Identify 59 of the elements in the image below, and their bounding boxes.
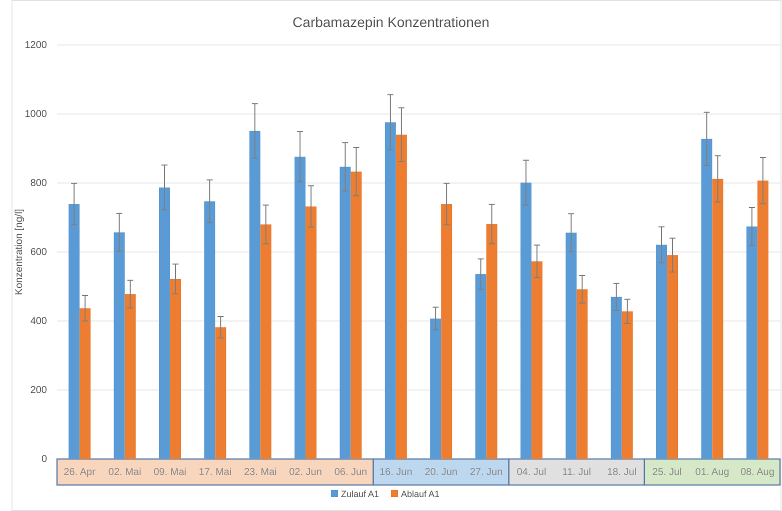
- bar: [520, 182, 532, 459]
- x-tick-label: 17. Mai: [198, 467, 232, 478]
- bar: [215, 327, 226, 459]
- bar: [610, 296, 622, 459]
- y-tick-label: 1200: [24, 40, 48, 52]
- x-tick-label: 02. Jun: [289, 467, 322, 478]
- x-tick-label: 18. Jul: [607, 467, 637, 478]
- y-tick-label: 0: [41, 454, 48, 466]
- x-tick-label: 02. Mai: [108, 467, 142, 478]
- y-tick-label: 800: [30, 178, 48, 190]
- legend-label: Ablauf A1: [401, 489, 440, 499]
- bar: [667, 255, 678, 459]
- y-tick-label: 600: [30, 247, 48, 258]
- bar: [384, 122, 396, 459]
- bar: [350, 172, 362, 459]
- x-tick-label: 27. Jun: [470, 467, 503, 478]
- bar: [114, 232, 125, 459]
- bar: [566, 232, 577, 459]
- bar: [441, 204, 452, 459]
- bar: [68, 204, 80, 459]
- x-tick-label: 08. Aug: [740, 467, 774, 478]
- x-tick-label: 20. Jun: [424, 467, 458, 478]
- bar: [656, 244, 668, 459]
- bar: [701, 138, 712, 459]
- bar: [712, 178, 724, 459]
- bar: [430, 318, 442, 459]
- bar: [249, 130, 260, 459]
- bar: [204, 201, 216, 459]
- x-tick-label: 04. Jul: [516, 467, 546, 478]
- bar: [294, 156, 306, 459]
- x-tick-label: 26. Apr: [64, 467, 96, 478]
- legend-label: Zulauf A1: [341, 489, 380, 499]
- bar: [486, 224, 498, 459]
- bar: [475, 274, 486, 459]
- bar: [124, 294, 136, 459]
- bar: [306, 206, 317, 459]
- y-tick-label: 1000: [24, 109, 48, 120]
- x-tick-label: 06. Jun: [334, 467, 368, 478]
- x-tick-label: 16. Jun: [380, 467, 412, 478]
- chart-title: Carbamazepin Konzentrationen: [292, 14, 490, 30]
- y-tick-label: 400: [30, 316, 48, 328]
- bar: [622, 311, 633, 459]
- y-axis-title: Konzentration [ng/l]: [14, 208, 25, 296]
- x-tick-label: 25. Jul: [652, 467, 682, 478]
- bar: [757, 180, 768, 459]
- bar: [531, 261, 542, 459]
- bar: [746, 226, 758, 459]
- y-tick-label: 200: [30, 385, 48, 396]
- bar: [260, 224, 272, 459]
- x-tick-label: 01. Aug: [695, 467, 730, 478]
- bar: [576, 289, 588, 459]
- x-tick-label: 09. Mai: [154, 467, 186, 478]
- bar: [170, 278, 181, 459]
- bar: [396, 134, 407, 459]
- x-tick-label: 11. Jul: [562, 467, 592, 478]
- bar: [340, 166, 351, 459]
- bar: [158, 187, 170, 459]
- bar: [80, 308, 91, 459]
- x-tick-label: 23. Mai: [244, 467, 277, 478]
